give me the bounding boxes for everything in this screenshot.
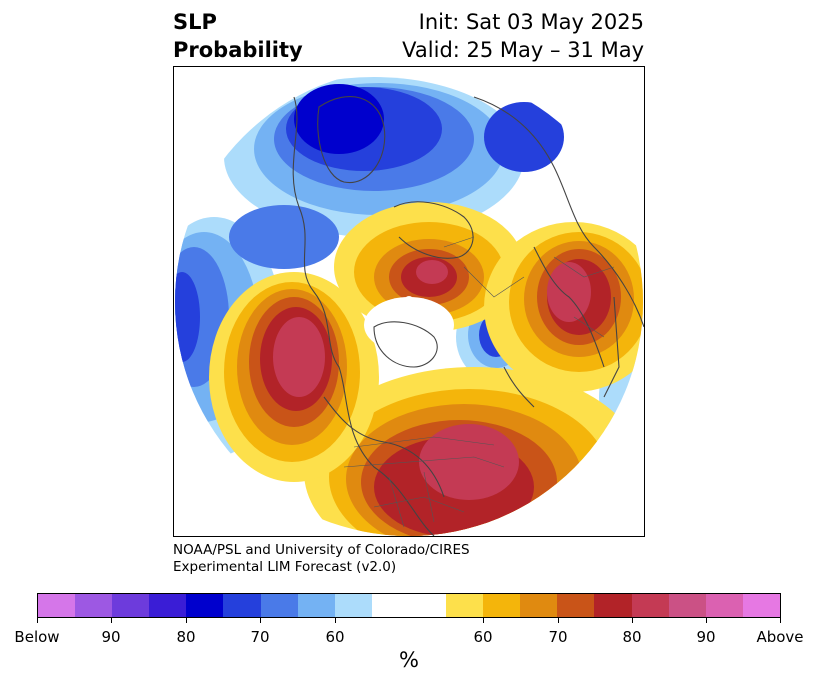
colorbar-unit: % xyxy=(399,648,419,672)
colorbar-swatch xyxy=(38,594,76,617)
tick-label-above: Above xyxy=(756,628,804,646)
above-anomaly-alaska xyxy=(209,272,379,482)
colorbar-swatch xyxy=(408,594,447,617)
tick-mark-b80 xyxy=(186,618,187,623)
tick-label-a70: 70 xyxy=(548,628,568,646)
init-date: Init: Sat 03 May 2025 xyxy=(418,10,644,34)
colorbar-swatch xyxy=(520,594,558,617)
colorbar-swatch xyxy=(260,594,298,617)
tick-label-a80: 80 xyxy=(622,628,642,646)
tick-label-b70: 70 xyxy=(250,628,270,646)
colorbar-swatch xyxy=(668,594,706,617)
colorbar-swatch xyxy=(631,594,669,617)
below-anomaly-greenland xyxy=(224,77,564,237)
tick-label-b80: 80 xyxy=(176,628,196,646)
probability-map xyxy=(173,66,645,537)
coastlines xyxy=(292,96,644,536)
colorbar-swatch xyxy=(557,594,595,617)
polar-map-svg xyxy=(175,68,644,536)
colorbar-swatch xyxy=(594,594,632,617)
forecast-dates: Init: Sat 03 May 2025 Valid: 25 May – 31… xyxy=(402,8,644,64)
tick-label-below: Below xyxy=(14,628,60,646)
colorbar-swatch xyxy=(446,594,484,617)
above-anomaly-siberia xyxy=(334,202,524,353)
credit-model: Experimental LIM Forecast (v2.0) xyxy=(173,559,397,575)
tick-label-b60: 60 xyxy=(325,628,345,646)
tick-mark-a60 xyxy=(483,618,484,623)
tick-mark-a90 xyxy=(706,618,707,623)
title-quantity: Probability xyxy=(173,38,303,62)
map-title: SLP Probability xyxy=(173,8,303,64)
colorbar-swatch xyxy=(186,594,224,617)
tick-mark-a80 xyxy=(632,618,633,623)
tick-mark-b60 xyxy=(335,618,336,623)
tick-mark-a70 xyxy=(558,618,559,623)
tick-label-a60: 60 xyxy=(473,628,493,646)
colorbar-swatch xyxy=(334,594,372,617)
tick-mark-below xyxy=(37,618,38,623)
colorbar-swatch xyxy=(705,594,743,617)
tick-label-a90: 90 xyxy=(696,628,716,646)
colorbar-swatch xyxy=(483,594,521,617)
tick-mark-b90 xyxy=(111,618,112,623)
colorbar-swatch xyxy=(112,594,150,617)
title-variable: SLP xyxy=(173,10,217,34)
colorbar-swatch xyxy=(223,594,261,617)
colorbar-swatch xyxy=(297,594,335,617)
credit-text: NOAA/PSL and University of Colorado/CIRE… xyxy=(173,542,470,576)
colorbar-swatch xyxy=(371,594,409,617)
valid-range: Valid: 25 May – 31 May xyxy=(402,38,644,62)
tick-mark-above xyxy=(780,618,781,623)
borders xyxy=(343,236,615,528)
colorbar-swatch xyxy=(75,594,113,617)
credit-org: NOAA/PSL and University of Colorado/CIRE… xyxy=(173,542,470,558)
tick-label-b90: 90 xyxy=(101,628,121,646)
colorbar xyxy=(37,593,781,618)
tick-mark-b70 xyxy=(260,618,261,623)
colorbar-swatch xyxy=(742,594,780,617)
colorbar-swatch xyxy=(149,594,187,617)
